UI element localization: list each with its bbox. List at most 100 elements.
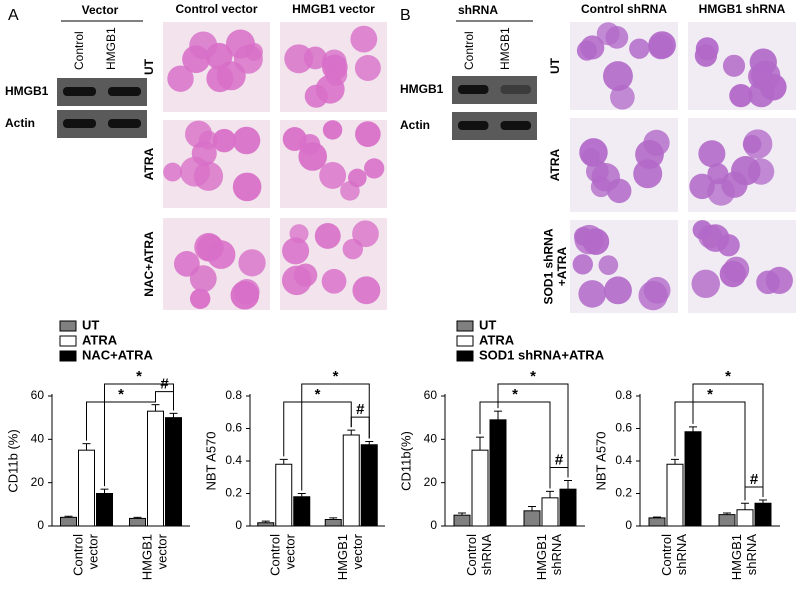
y-tick-label: 0 [430, 518, 437, 532]
cell [189, 288, 211, 309]
blot-header: Vector [82, 3, 119, 17]
panel-label: A [8, 7, 19, 24]
x-tick-label: ControlshRNA [659, 534, 689, 576]
significance-mark: * [136, 368, 142, 385]
x-tick-label: ControlshRNA [464, 534, 494, 576]
blot-header: shRNA [458, 3, 498, 17]
cell [174, 250, 200, 277]
cell [629, 38, 650, 59]
bar [453, 514, 471, 527]
y-tick-label: 60 [424, 388, 438, 402]
blot-band [458, 85, 489, 94]
significance-mark: # [555, 451, 564, 468]
significance-mark: # [750, 471, 759, 488]
image-row-label: ATRA [548, 148, 562, 181]
x-tick-label: Controlvector [268, 533, 298, 576]
lane-label: Control [462, 31, 476, 70]
blot-band [458, 121, 489, 130]
legend-swatch [456, 335, 474, 347]
y-axis-label: NBT A570 [203, 431, 218, 490]
bar [147, 410, 164, 527]
cell [163, 162, 183, 182]
bar [754, 502, 772, 527]
bar [541, 497, 559, 527]
bar [523, 510, 541, 527]
cell [282, 237, 310, 265]
significance-mark: * [707, 386, 713, 403]
y-tick-label: 40 [31, 432, 45, 446]
cell [721, 171, 748, 198]
significance-bracket [744, 486, 764, 501]
bar [684, 431, 702, 527]
significance-bracket [301, 383, 370, 491]
cell [604, 276, 632, 305]
legend-swatch [456, 350, 474, 362]
cell [206, 240, 236, 269]
cell [355, 121, 381, 147]
y-tick-label: 0.8 [225, 388, 242, 402]
image-column-label: Control shRNA [581, 2, 667, 16]
image-column-label: HMGB1 shRNA [699, 2, 786, 16]
significance-mark: * [333, 368, 339, 385]
x-tick-label: HMGB1shRNA [534, 534, 564, 581]
cell [233, 44, 263, 74]
bar [129, 517, 146, 527]
image-column-label: HMGB1 vector [292, 2, 375, 16]
cell [692, 220, 713, 240]
bar [60, 516, 77, 527]
x-tick-label: HMGB1vector [140, 533, 170, 580]
legend-swatch [59, 320, 77, 332]
lane-label: HMGB1 [498, 27, 512, 70]
y-tick-label: 40 [424, 432, 438, 446]
cell [212, 128, 237, 153]
cell [238, 249, 266, 277]
bar [489, 419, 507, 527]
cell [289, 224, 309, 244]
blot-row-label: HMGB1 [400, 82, 444, 96]
bar [736, 509, 754, 527]
blot-band [500, 85, 531, 94]
y-tick-label: 0 [625, 518, 632, 532]
cell [648, 31, 676, 59]
y-tick-label: 0 [37, 518, 44, 532]
significance-bracket [497, 383, 569, 478]
cell [314, 222, 341, 249]
cell [723, 256, 750, 283]
y-axis-label: CD11b(%) [398, 431, 413, 491]
y-tick-label: 0 [235, 518, 242, 532]
cell [747, 158, 775, 185]
cell [691, 269, 720, 299]
cell [282, 127, 307, 152]
y-tick-label: 60 [31, 388, 45, 402]
significance-bracket [283, 401, 352, 457]
legend-swatch [59, 335, 77, 347]
cell [638, 280, 668, 311]
cell [729, 83, 753, 108]
blot-row-label: Actin [5, 116, 35, 130]
significance-mark: * [118, 386, 124, 403]
cell [598, 255, 619, 275]
blot-band [63, 119, 96, 128]
significance-bracket [86, 401, 156, 441]
cell [179, 156, 210, 187]
image-row-label: UT [548, 57, 562, 74]
significance-bracket [350, 416, 370, 439]
cell [643, 129, 670, 157]
bar [360, 444, 378, 527]
y-tick-label: 0.4 [615, 453, 632, 467]
bar [275, 463, 293, 527]
significance-mark: * [512, 386, 518, 403]
cell [581, 148, 600, 167]
cell [322, 120, 343, 140]
cell [576, 40, 597, 61]
image-row-label: UT [142, 58, 156, 75]
bar [78, 449, 95, 527]
cell [184, 120, 213, 148]
y-tick-label: 0.8 [615, 388, 632, 402]
panel-label: B [400, 7, 411, 24]
bar [559, 488, 577, 527]
cell [765, 266, 793, 295]
legend-label: UT [479, 317, 496, 332]
bar [165, 417, 182, 527]
